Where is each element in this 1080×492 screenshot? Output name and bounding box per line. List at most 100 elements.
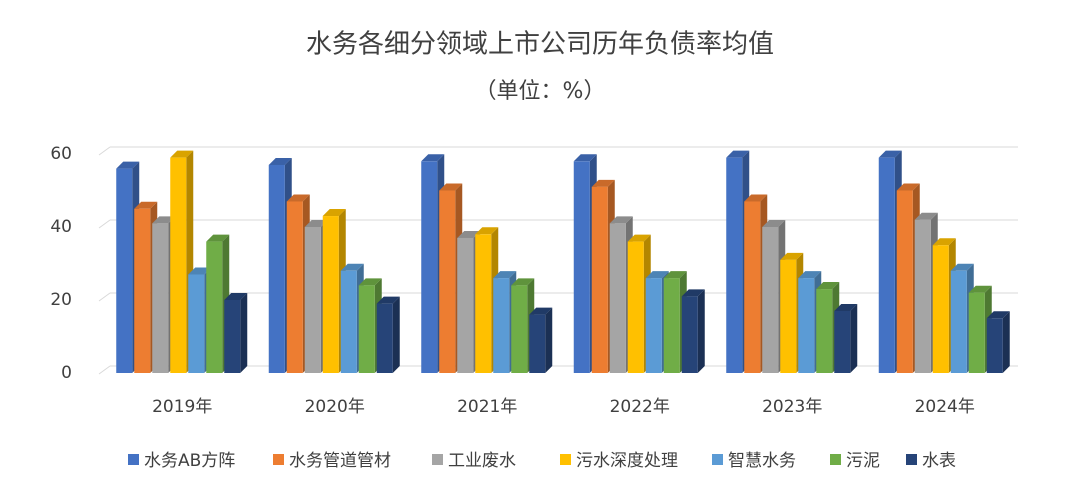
grid-edge	[98, 292, 111, 302]
grid-edge	[98, 365, 111, 375]
bar-top	[439, 183, 463, 191]
legend-label: 污水深度处理	[576, 451, 678, 471]
bar	[627, 241, 644, 373]
bar-top	[816, 282, 840, 290]
bar	[340, 270, 357, 373]
bar-top	[304, 220, 328, 227]
legend-swatch	[712, 454, 723, 465]
legend-label: 工业废水	[448, 451, 516, 471]
bar	[170, 157, 187, 373]
x-tick-label: 2020年	[305, 397, 365, 417]
bar	[358, 285, 375, 373]
bar-top	[475, 227, 499, 235]
bar	[726, 157, 743, 373]
bar	[116, 168, 133, 373]
x-tick-label: 2022年	[610, 397, 670, 417]
bar	[986, 318, 1003, 373]
y-tick-label: 60	[50, 144, 72, 164]
bar	[224, 300, 241, 373]
legend-label: 水表	[922, 451, 956, 471]
bar-side	[850, 303, 858, 373]
bar	[134, 208, 151, 373]
bar-top	[573, 154, 597, 162]
bar	[798, 278, 815, 373]
bar-side	[1002, 311, 1010, 373]
y-tick-label: 0	[61, 363, 72, 383]
legend-swatch	[560, 454, 571, 465]
bar	[591, 186, 608, 373]
bar	[268, 164, 285, 373]
bar-top	[376, 296, 400, 304]
bar	[645, 278, 662, 373]
bar-top	[188, 267, 212, 275]
bar-top	[645, 271, 669, 279]
bar	[744, 201, 761, 373]
bar-top	[457, 230, 481, 238]
bar	[834, 310, 851, 373]
bar-top	[170, 150, 194, 158]
bar	[188, 274, 205, 373]
bar-top	[609, 216, 633, 224]
bar	[493, 278, 510, 373]
bar-top	[322, 209, 346, 217]
x-tick-label: 2023年	[762, 397, 822, 417]
legend-label: 污泥	[846, 451, 880, 471]
bar-top	[932, 238, 956, 246]
x-tick-label: 2024年	[915, 397, 975, 417]
legend-swatch	[128, 454, 139, 465]
bar	[511, 285, 528, 373]
bar-top	[798, 271, 822, 279]
bar-top	[493, 271, 517, 279]
bar	[896, 190, 913, 373]
bar-top	[663, 271, 687, 279]
bar-top	[286, 194, 310, 202]
bar	[914, 219, 931, 373]
legend-swatch	[273, 454, 284, 465]
bar-top	[950, 263, 974, 271]
bar-top	[206, 234, 230, 242]
bar	[573, 161, 590, 373]
bar	[950, 270, 967, 373]
bar-top	[224, 293, 248, 300]
bar-top	[744, 194, 768, 202]
bar-top	[340, 263, 364, 271]
bar-top	[878, 150, 902, 158]
y-tick-label: 40	[50, 217, 72, 237]
legend-swatch	[830, 454, 841, 465]
bar-top	[152, 216, 176, 224]
legend-swatch	[432, 454, 443, 465]
bar-top	[780, 252, 804, 260]
y-tick-label: 20	[50, 290, 72, 310]
x-tick-label: 2019年	[152, 397, 212, 417]
bar	[286, 201, 303, 373]
bar-top	[834, 303, 858, 311]
bar	[376, 303, 393, 373]
bar-top	[268, 157, 292, 165]
bar	[304, 227, 321, 373]
bar-top	[511, 278, 535, 286]
bar	[439, 190, 456, 373]
bar-top	[681, 289, 705, 297]
bar-side	[545, 307, 553, 373]
bar	[932, 245, 949, 373]
bar-top	[986, 311, 1010, 319]
chart-title: 水务各细分领域上市公司历年负债率均值	[306, 30, 774, 60]
grid-edge	[98, 146, 111, 156]
bar	[878, 157, 895, 373]
bar-top	[968, 285, 992, 293]
bar	[663, 278, 680, 373]
bar-top	[762, 220, 786, 227]
bar	[529, 314, 546, 373]
bar	[816, 289, 833, 373]
bar	[609, 223, 626, 373]
legend-label: 水务AB方阵	[144, 451, 235, 471]
grid-edge	[98, 219, 111, 229]
legend-label: 水务管道管材	[289, 451, 391, 471]
chart-subtitle: （单位：%）	[475, 79, 606, 104]
bar-top	[421, 154, 445, 162]
bar	[457, 237, 474, 373]
bar-top	[726, 150, 750, 158]
bar	[475, 234, 492, 373]
bar	[206, 241, 223, 373]
